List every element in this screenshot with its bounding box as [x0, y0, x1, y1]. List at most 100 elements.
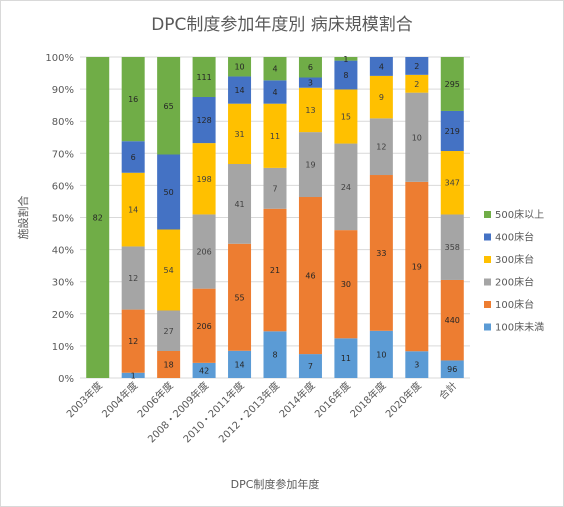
data-label: 10	[376, 350, 386, 359]
bar-segment	[405, 181, 429, 352]
y-tick-label: 100%	[45, 53, 74, 64]
data-label: 65	[164, 102, 174, 111]
bar-segment	[334, 338, 358, 378]
data-label: 6	[131, 153, 136, 162]
x-tick-label: 2016年度	[312, 379, 353, 420]
legend-label: 100床未満	[495, 321, 544, 334]
data-label: 2	[414, 62, 419, 71]
y-tick-label: 30%	[52, 278, 74, 289]
data-label: 10	[234, 63, 244, 72]
data-label: 14	[234, 86, 244, 95]
x-axis-ticks: 2003年度2004年度2006年度2008・2009年度2010・2011年度…	[64, 379, 460, 445]
data-label: 33	[376, 249, 386, 258]
legend-swatch	[484, 233, 491, 241]
bar-segment	[228, 350, 252, 378]
data-label: 347	[445, 179, 460, 188]
bar-segment	[405, 57, 429, 75]
y-axis-ticks: 0% 10% 20% 30% 40% 50% 60% 70% 80% 90% 100%	[45, 53, 74, 385]
bar-segment	[192, 288, 216, 363]
legend-swatch	[484, 301, 491, 308]
data-label: 41	[234, 200, 244, 209]
bar-segment	[192, 96, 216, 144]
data-label: 440	[445, 316, 460, 325]
bar-segment	[298, 197, 322, 355]
y-tick-label: 20%	[52, 310, 74, 321]
data-label: 19	[305, 161, 315, 170]
data-label: 9	[379, 93, 384, 102]
bar-segment	[192, 57, 216, 97]
data-label: 16	[128, 95, 138, 104]
data-label: 82	[93, 214, 103, 223]
data-label: 18	[164, 361, 174, 370]
data-label: 12	[376, 143, 386, 152]
data-label: 12	[128, 337, 138, 346]
data-label: 55	[234, 293, 244, 302]
bar-segment	[334, 143, 358, 231]
data-label: 15	[341, 113, 351, 122]
bar-segment	[334, 57, 358, 61]
data-label: 8	[272, 351, 277, 360]
data-label: 1	[343, 55, 348, 64]
legend-label: 300床台	[495, 253, 534, 266]
data-label: 14	[234, 360, 244, 369]
data-label: 19	[412, 263, 422, 272]
bar-segment	[405, 74, 429, 93]
bar-segment	[228, 76, 252, 104]
data-label: 7	[272, 184, 277, 193]
bar-segment	[263, 208, 287, 332]
data-label: 1	[131, 371, 136, 380]
data-label: 27	[164, 327, 174, 336]
bar-segment	[157, 229, 181, 311]
data-label: 3	[308, 79, 313, 88]
legend-label: 200床台	[495, 276, 534, 289]
x-tick-label: 2018年度	[347, 379, 388, 420]
data-label: 14	[128, 206, 138, 215]
legend: 500床以上 400床台 300床台 200床台 100床台 100床未満	[484, 208, 544, 334]
data-label: 358	[445, 243, 460, 252]
data-label: 219	[445, 127, 460, 136]
data-label: 96	[447, 365, 457, 374]
bar-segment	[440, 57, 464, 111]
data-label: 21	[270, 266, 280, 275]
legend-label: 400床台	[495, 231, 534, 244]
bar-segment	[121, 309, 145, 373]
data-label: 13	[305, 106, 315, 115]
bar-segment	[440, 214, 464, 280]
y-tick-label: 10%	[52, 342, 74, 353]
data-label: 42	[199, 366, 209, 375]
data-label: 4	[379, 62, 384, 71]
legend-label: 500床以上	[495, 208, 544, 221]
bar-segment	[228, 243, 252, 351]
x-tick-label: 2012・2013年度	[216, 379, 282, 445]
y-tick-label: 0%	[58, 374, 74, 385]
bar-segment	[369, 118, 393, 176]
bar-segment	[228, 164, 252, 244]
bar-segment	[334, 60, 358, 90]
x-tick-label: 2008・2009年度	[145, 379, 211, 445]
data-label: 24	[341, 183, 351, 192]
bar-segment	[298, 87, 322, 133]
data-label: 6	[308, 63, 313, 72]
legend-swatch	[484, 323, 491, 331]
data-label: 11	[270, 132, 280, 141]
x-tick-label: 2003年度	[64, 379, 105, 420]
data-label: 11	[341, 354, 351, 363]
data-label: 206	[196, 322, 211, 331]
x-tick-label: 2010・2011年度	[180, 379, 246, 445]
bar-segment	[298, 354, 322, 378]
bar-segment	[192, 214, 216, 289]
y-tick-label: 70%	[52, 149, 74, 160]
bar-segment	[334, 89, 358, 144]
data-label: 2	[414, 80, 419, 89]
y-tick-label: 40%	[52, 246, 74, 257]
bar-segment	[121, 172, 145, 247]
bar-segment	[405, 351, 429, 378]
bar-segment	[263, 167, 287, 209]
bar-segment	[263, 331, 287, 378]
bar-segment	[440, 110, 464, 152]
bar-segment	[157, 154, 181, 230]
bar-segment	[369, 57, 393, 76]
bar-segment	[157, 57, 181, 155]
data-label: 12	[128, 274, 138, 283]
data-label: 31	[234, 130, 244, 139]
